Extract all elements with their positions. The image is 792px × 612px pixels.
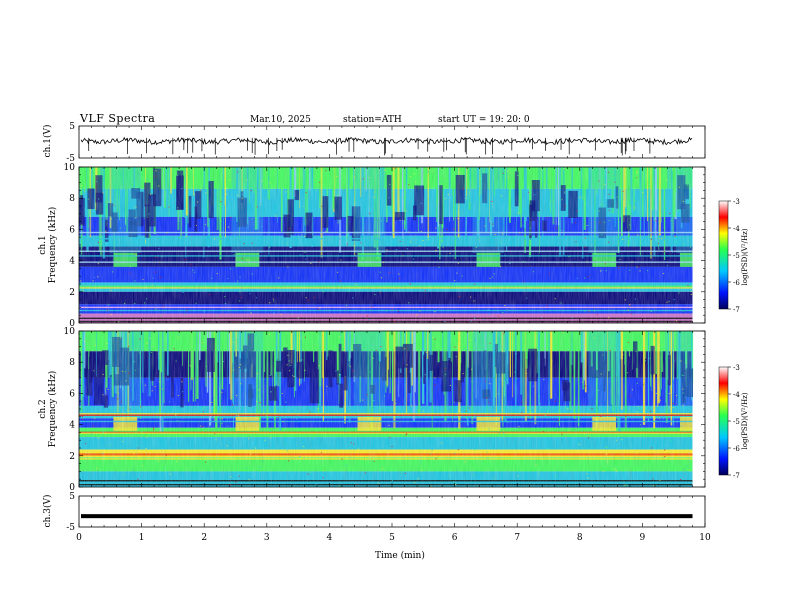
ch3-ytick-top: 5 [69,492,75,502]
x-tick-4: 4 [327,533,333,543]
x-tick-6: 6 [452,533,458,543]
ch2-colorbar-label--3: -3 [733,364,740,372]
ch1-colorbar-label--4: -4 [733,225,740,233]
ch2-ytick-8: 8 [69,358,75,368]
x-tick-3: 3 [264,533,270,543]
ch2-colorbar-label--6: -6 [733,445,740,453]
ch1-colorbar-label--5: -5 [733,252,740,260]
x-tick-9: 9 [640,533,646,543]
ch1-ytick-4: 4 [69,257,75,267]
ch1-colorbar-label--7: -7 [733,306,740,314]
x-tick-10: 10 [699,533,711,543]
ch2-colorbar-label--5: -5 [733,418,740,426]
ch1-ytick-top: 5 [69,122,75,132]
ch1-ytick-6: 6 [69,225,75,235]
ch1-ytick-10: 10 [64,163,76,173]
ch1-ytick-0: 0 [69,319,75,329]
ch2-ytick-2: 2 [69,452,75,462]
ch1-ytick-2: 2 [69,288,75,298]
ch2-ytick-10: 10 [64,327,76,337]
ch2-ytick-4: 4 [69,421,75,431]
x-tick-7: 7 [514,533,520,543]
ch2-ytick-6: 6 [69,389,75,399]
ch1-colorbar [718,200,729,310]
x-tick-5: 5 [389,533,395,543]
ch2-colorbar [718,366,729,476]
ch2-colorbar-label--4: -4 [733,391,740,399]
ch2-spectrogram [79,331,694,488]
ch1-ytick-bottom: -5 [66,154,75,164]
ch3-voltage-frame [78,495,706,528]
ch1-colorbar-label--3: -3 [733,198,740,206]
x-tick-1: 1 [139,533,145,543]
start-time-label: start UT = 19: 20: 0 [438,115,530,125]
date-label: Mar.10, 2025 [250,115,311,125]
x-tick-2: 2 [201,533,207,543]
ch1-ytick-8: 8 [69,194,75,204]
ch1-spectrogram [79,167,693,324]
ch3-ytick-bottom: -5 [66,523,75,533]
ch3-voltage-trace [81,514,693,519]
ch1-voltage-trace [80,136,693,146]
ch2-ytick-0: 0 [69,483,75,493]
station-label: station=ATH [343,115,402,125]
ch2-colorbar-label--7: -7 [733,472,740,480]
x-tick-8: 8 [577,533,583,543]
x-axis-label: Time (min) [375,551,425,561]
ch1-colorbar-label--6: -6 [733,279,740,287]
plot-title: VLF Spectra [80,112,156,125]
x-tick-0: 0 [76,533,82,543]
